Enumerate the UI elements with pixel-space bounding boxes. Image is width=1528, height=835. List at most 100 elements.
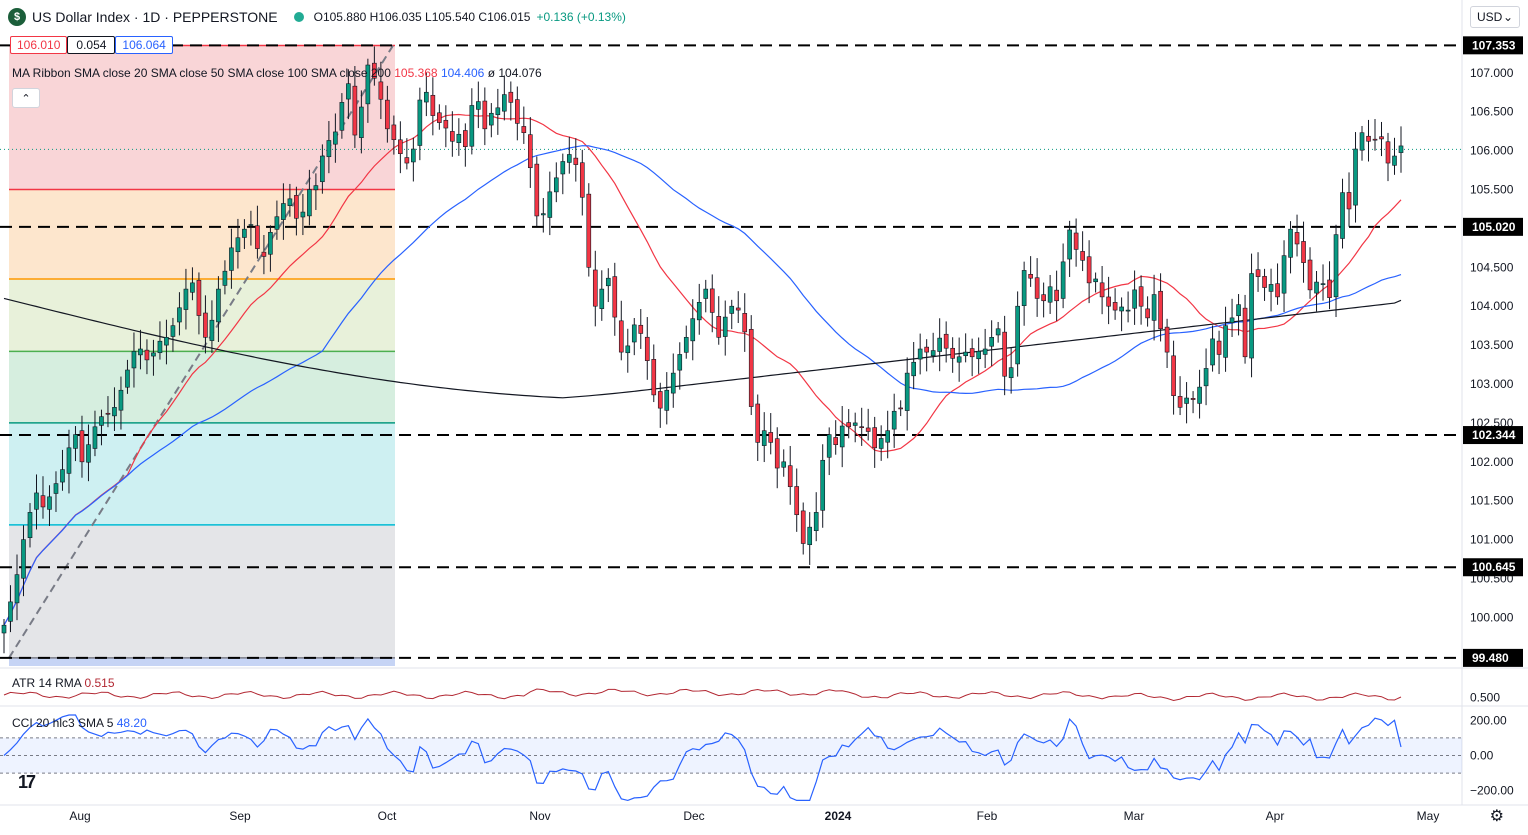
candle-body xyxy=(839,425,845,448)
candle-body xyxy=(878,438,884,449)
candle xyxy=(1197,369,1202,419)
candle xyxy=(255,205,260,259)
candle-body xyxy=(131,351,137,369)
collapse-legend-button[interactable]: ⌃ xyxy=(12,88,40,108)
time-tick-label: Dec xyxy=(683,809,704,823)
candle xyxy=(53,471,59,512)
candle xyxy=(1268,268,1274,312)
bid-price[interactable]: 106.010 xyxy=(10,36,68,54)
candle-body xyxy=(424,91,429,103)
candle xyxy=(976,337,981,374)
candle-body xyxy=(1171,355,1176,396)
candle xyxy=(1093,272,1098,293)
candle xyxy=(800,502,806,555)
candle xyxy=(183,268,189,330)
candle-body xyxy=(891,410,897,430)
candle-body xyxy=(1054,289,1059,302)
candle-body xyxy=(1015,305,1020,365)
candle xyxy=(248,210,254,246)
candle-body xyxy=(508,91,514,103)
candle xyxy=(1021,261,1027,326)
candle-body xyxy=(1008,367,1014,379)
candle xyxy=(534,156,540,227)
candle-body xyxy=(138,348,143,356)
fib-zone xyxy=(9,351,395,423)
candle xyxy=(781,449,787,477)
symbol-title[interactable]: US Dollar Index · 1D · PEPPERSTONE xyxy=(32,9,278,25)
candle-body xyxy=(255,225,260,249)
candle xyxy=(1106,276,1111,325)
candle xyxy=(417,87,423,161)
candle-body xyxy=(1203,368,1209,387)
candle xyxy=(1086,240,1092,304)
candle xyxy=(943,321,949,363)
price-tick-label: 106.500 xyxy=(1470,105,1514,119)
candle xyxy=(21,525,26,597)
candle xyxy=(839,406,845,468)
candle xyxy=(463,123,468,167)
candle xyxy=(1216,330,1222,375)
candle xyxy=(424,72,429,117)
candle-body xyxy=(1132,289,1137,309)
level-label: 105.020 xyxy=(1472,220,1516,234)
candle-body xyxy=(800,510,806,544)
candle-body xyxy=(378,81,384,100)
candle xyxy=(66,429,72,494)
candle xyxy=(138,329,143,370)
tradingview-logo-icon[interactable]: 17 xyxy=(18,772,36,792)
candle-body xyxy=(521,126,527,134)
candle-body xyxy=(599,288,605,309)
candle xyxy=(709,274,715,333)
candle-body xyxy=(1,624,7,634)
candle xyxy=(735,291,741,324)
cci-tick-label: 200.00 xyxy=(1470,713,1507,727)
candle xyxy=(729,299,735,330)
candle-body xyxy=(125,369,130,388)
candle xyxy=(1125,291,1131,323)
cci-legend[interactable]: CCI 20 hlc3 SMA 5 48.20 xyxy=(12,716,147,730)
candle xyxy=(489,103,494,138)
chevron-up-icon: ⌃ xyxy=(21,92,31,105)
candle xyxy=(443,105,449,148)
candle-body xyxy=(203,312,208,338)
candle-body xyxy=(177,307,182,323)
candle-body xyxy=(411,148,416,163)
candle xyxy=(209,300,215,354)
candle xyxy=(34,474,39,530)
ma-ribbon-legend[interactable]: MA Ribbon SMA close 20 SMA close 50 SMA … xyxy=(12,66,542,80)
candle-body xyxy=(372,62,377,79)
candle-body xyxy=(729,305,735,314)
ask-price[interactable]: 106.064 xyxy=(115,36,173,54)
candle-body xyxy=(553,177,559,193)
candle xyxy=(1054,270,1059,321)
candle-body xyxy=(963,351,968,357)
candle-body xyxy=(872,427,878,449)
candle xyxy=(820,444,826,528)
candle-body xyxy=(833,437,839,446)
candle xyxy=(852,412,858,443)
candle xyxy=(495,88,501,135)
candle xyxy=(1041,282,1046,318)
fib-zone xyxy=(9,278,395,352)
candle-body xyxy=(683,337,689,353)
candle xyxy=(761,412,767,463)
level-label: 102.344 xyxy=(1472,428,1516,442)
bid-ask-box: 106.010 0.054 106.064 xyxy=(10,35,173,55)
candle-body xyxy=(53,483,59,494)
candle-body xyxy=(664,389,670,411)
gear-icon[interactable]: ⚙ xyxy=(1489,808,1504,825)
candle-body xyxy=(1379,136,1384,140)
price-tick-label: 105.500 xyxy=(1470,183,1514,197)
candle xyxy=(1255,252,1261,292)
candle-body xyxy=(60,469,65,483)
candle xyxy=(1203,348,1209,406)
candle-body xyxy=(450,131,455,142)
candle-body xyxy=(281,203,286,220)
candle xyxy=(794,468,800,532)
atr-legend[interactable]: ATR 14 RMA 0.515 xyxy=(12,676,115,690)
price-tick-label: 102.000 xyxy=(1470,455,1514,469)
candle-body xyxy=(144,349,150,361)
currency-button[interactable]: USD ⌄ xyxy=(1470,6,1520,28)
